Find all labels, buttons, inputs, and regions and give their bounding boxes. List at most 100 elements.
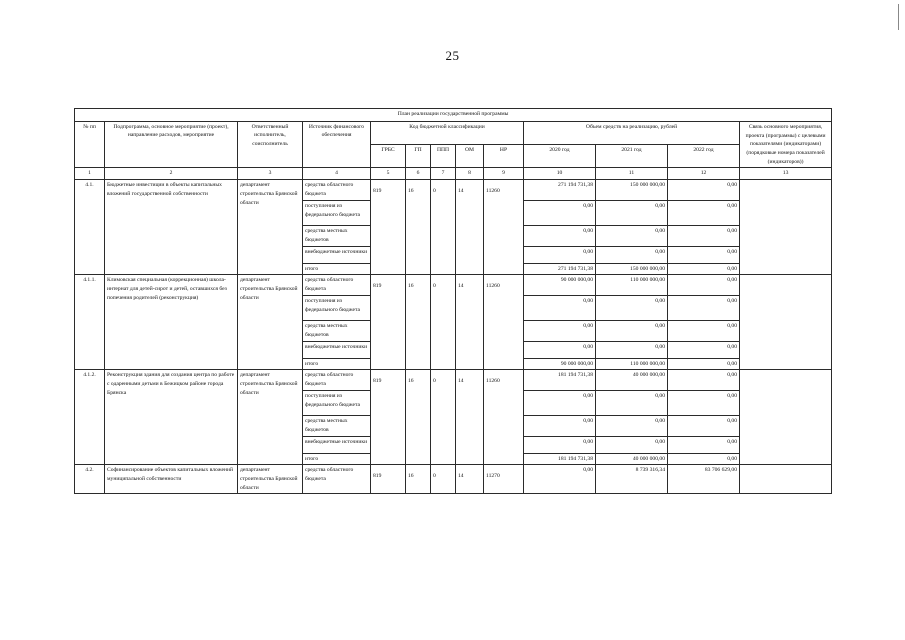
table-row: 4.1.1. Климовская специальная (коррекцион…	[74, 274, 833, 371]
header-gp: ГП	[405, 144, 431, 169]
header-executor: Ответственный исполнитель, соисполнитель	[237, 120, 303, 169]
row-code-nr: 11260	[483, 274, 524, 371]
row-amount-2022-год: 0,00	[667, 274, 740, 297]
header-year-2020: 2020 год	[523, 144, 596, 169]
row-amount-2020-год: 0,00	[523, 435, 596, 454]
header-row-2: ГРБС ГП ППП ОМ НР 2020 год 2021 год 2022…	[75, 144, 832, 169]
row-link	[738, 179, 833, 276]
row-code-gp: 16	[405, 274, 431, 371]
column-number-1: 1	[74, 167, 105, 181]
row-amount-2022-год: 0,00	[667, 340, 740, 359]
row-code-gp: 16	[405, 369, 431, 466]
row-amount-2021-год: 40 000 000,00	[595, 452, 668, 466]
row-amount-2021-год: 0,00	[595, 295, 668, 322]
row-source-label: итого	[302, 262, 371, 276]
header-nr: НР	[483, 144, 524, 169]
row-amount-2020-год: 0,00	[523, 390, 596, 417]
row-amount-2020-год: 181 194 731,38	[523, 369, 596, 392]
row-amount-2020-год: 0,00	[523, 464, 596, 495]
column-number-11: 11	[595, 167, 668, 181]
row-code-om: 14	[455, 274, 484, 371]
column-number-2: 2	[104, 167, 238, 181]
row-amount-2020-год: 0,00	[523, 225, 596, 247]
row-npp: 4.1.2.	[74, 369, 105, 466]
row-source-label: средства областного бюджета	[302, 369, 371, 392]
table-row: средства местных бюджетов 0,00 0,00 0,00	[75, 320, 832, 342]
table-title-row: План реализации государственной программ…	[73, 108, 833, 122]
row-link	[738, 464, 833, 495]
row-code-ppp: 0	[430, 369, 456, 466]
row-amount-2022-год: 0,00	[667, 390, 740, 417]
row-amount-2022-год: 0,00	[667, 262, 740, 276]
table-row: 4.1. Бюджетные инвестиции в объекты капит…	[74, 179, 833, 276]
header-year-2022: 2022 год	[667, 144, 740, 169]
row-code-grbs: 819	[370, 369, 406, 466]
row-amount-2022-год: 0,00	[667, 245, 740, 264]
row-amount-2021-год: 0,00	[595, 245, 668, 264]
row-code-grbs: 819	[370, 179, 406, 276]
header-npp: № пп	[74, 120, 105, 169]
row-amount-2022-год: 0,00	[667, 295, 740, 322]
row-source-label: средства областного бюджета	[302, 464, 371, 495]
row-amount-2021-год: 0,00	[595, 340, 668, 359]
row-executor: департамент строительства Брянской облас…	[237, 274, 303, 371]
row-amount-2020-год: 0,00	[523, 200, 596, 227]
row-source-label: итого	[302, 452, 371, 466]
column-number-6: 6	[405, 167, 431, 181]
row-code-nr: 11260	[483, 179, 524, 276]
row-npp: 4.1.	[74, 179, 105, 276]
row-amount-2022-год: 0,00	[667, 320, 740, 342]
row-code-gp: 16	[405, 179, 431, 276]
page-number: 25	[445, 48, 460, 63]
row-amount-2021-год: 0,00	[595, 225, 668, 247]
row-amount-2021-год: 110 000 000,00	[595, 357, 668, 371]
row-amount-2022-год: 0,00	[667, 179, 740, 202]
row-executor: департамент строительства Брянской облас…	[237, 369, 303, 466]
row-amount-2021-год: 40 000 000,00	[595, 369, 668, 392]
row-amount-2022-год: 0,00	[667, 369, 740, 392]
plan-realization-table: План реализации государственной программ…	[73, 108, 833, 495]
row-amount-2022-год: 0,00	[667, 452, 740, 466]
row-amount-2020-год: 271 194 731,38	[523, 179, 596, 202]
table-row: внебюджетные источники 0,00 0,00 0,00	[75, 435, 832, 454]
row-code-gp: 16	[405, 464, 431, 495]
column-number-3: 3	[237, 167, 303, 181]
row-code-om: 14	[455, 464, 484, 495]
header-ppp: ППП	[430, 144, 456, 169]
row-code-om: 14	[455, 369, 484, 466]
row-amount-2020-год: 0,00	[523, 295, 596, 322]
header-link: Связь основного мероприятия, проекта (пр…	[738, 120, 833, 169]
table-row: поступления из федерального бюджета 0,00 0…	[75, 200, 832, 227]
header-volume-group: Объем средств на реализацию, рублей	[523, 120, 740, 146]
column-number-13: 13	[738, 167, 833, 181]
row-npp: 4.1.1.	[74, 274, 105, 371]
row-code-nr: 11260	[483, 369, 524, 466]
row-amount-2022-год: 0,00	[667, 200, 740, 227]
row-source-label: поступления из федерального бюджета	[302, 295, 371, 322]
row-amount-2021-год: 0,00	[595, 390, 668, 417]
table-body: 4.1. Бюджетные инвестиции в объекты капит…	[74, 179, 833, 495]
header-subprogram: Подпрограмма, основное мероприятие (прое…	[104, 120, 238, 169]
table-row: 4.2. Софинансирование объектов капитальны…	[74, 464, 833, 495]
row-executor: департамент строительства Брянской облас…	[237, 464, 303, 495]
row-amount-2020-год: 0,00	[523, 415, 596, 437]
row-amount-2020-год: 0,00	[523, 245, 596, 264]
row-amount-2021-год: 8 739 316,34	[595, 464, 668, 495]
row-link	[738, 274, 833, 371]
row-source-label: средства областного бюджета	[302, 274, 371, 297]
row-amount-2020-год: 0,00	[523, 340, 596, 359]
column-number-7: 7	[430, 167, 456, 181]
row-amount-2020-год: 0,00	[523, 320, 596, 342]
table-row: 4.1.2. Реконструкция здания для создания …	[74, 369, 833, 466]
row-amount-2021-год: 0,00	[595, 200, 668, 227]
row-source-label: средства областного бюджета	[302, 179, 371, 202]
row-executor: департамент строительства Брянской облас…	[237, 179, 303, 276]
row-source-label: внебюджетные источники	[302, 340, 371, 359]
header-om: ОМ	[455, 144, 484, 169]
row-amount-2022-год: 0,00	[667, 357, 740, 371]
row-source-label: поступления из федерального бюджета	[302, 200, 371, 227]
row-code-grbs: 819	[370, 274, 406, 371]
table-row: средства местных бюджетов 0,00 0,00 0,00	[75, 225, 832, 247]
row-amount-2022-год: 0,00	[667, 435, 740, 454]
